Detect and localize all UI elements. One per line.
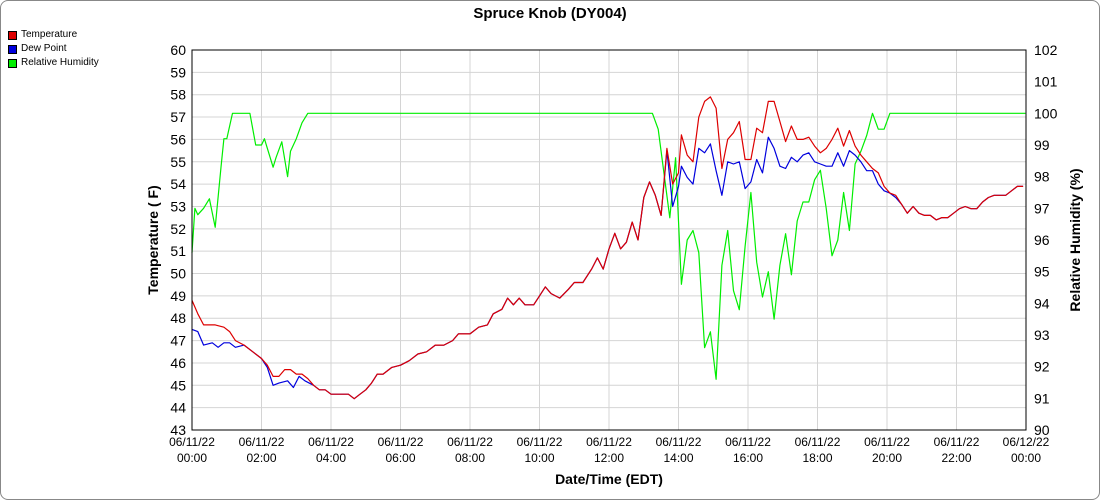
plot-border (191, 49, 1027, 431)
x-tick-date: 06/11/22 (586, 435, 632, 449)
y-tick-label: 55 (170, 154, 186, 170)
y2-tick-label: 91 (1034, 390, 1050, 406)
x-tick-time: 08:00 (455, 451, 485, 465)
x-tick-date: 06/12/22 (1003, 435, 1050, 449)
y2-tick-label: 96 (1034, 232, 1050, 248)
y2-tick-label: 102 (1034, 42, 1058, 58)
y-tick-label: 57 (170, 109, 186, 125)
legend-item-dew-point: Dew Point (8, 42, 99, 56)
x-tick-time: 18:00 (802, 451, 832, 465)
x-tick-date: 06/11/22 (795, 435, 841, 449)
y-tick-label: 51 (170, 243, 186, 259)
y2-tick-label: 92 (1034, 359, 1050, 375)
y-tick-label: 50 (170, 266, 186, 282)
y-tick-label: 45 (170, 377, 186, 393)
x-tick-date: 06/11/22 (517, 435, 563, 449)
y-tick-label: 43 (170, 422, 186, 438)
series-layer (191, 96, 1026, 400)
y-tick-label: 58 (170, 87, 186, 103)
legend-swatch-relative-humidity (8, 58, 17, 68)
legend: Temperature Dew Point Relative Humidity (8, 28, 99, 70)
y2-tick-label: 101 (1034, 74, 1058, 90)
chart-title: Spruce Knob (DY004) (473, 5, 627, 22)
x-axis-label: Date/Time (EDT) (555, 471, 663, 487)
x-tick-time: 02:00 (246, 451, 276, 465)
legend-label-relative-humidity: Relative Humidity (21, 57, 99, 68)
x-tick-time: 16:00 (733, 451, 763, 465)
legend-item-temperature: Temperature (8, 28, 99, 42)
x-tick-time: 04:00 (316, 451, 346, 465)
y-tick-label: 59 (170, 64, 186, 80)
y-tick-label: 46 (170, 355, 186, 371)
y-tick-label: 60 (170, 42, 186, 58)
temperature-line (191, 96, 1024, 400)
y2-tick-label: 98 (1034, 169, 1050, 185)
grid (191, 49, 1027, 431)
legend-label-dew-point: Dew Point (21, 43, 67, 54)
x-tick-time: 14:00 (663, 451, 693, 465)
x-tick-date: 06/11/22 (864, 435, 910, 449)
y2-tick-label: 90 (1034, 422, 1050, 438)
x-tick-date: 06/11/22 (725, 435, 771, 449)
y2-tick-label: 99 (1034, 137, 1050, 153)
x-tick-date: 06/11/22 (169, 435, 215, 449)
x-tick-time: 10:00 (524, 451, 554, 465)
y-tick-label: 48 (170, 310, 186, 326)
y2-axis-label: Relative Humidity (%) (1067, 168, 1083, 311)
x-tick-time: 06:00 (385, 451, 415, 465)
y2-tick-label: 94 (1034, 295, 1050, 311)
legend-label-temperature: Temperature (21, 29, 78, 40)
legend-swatch-dew-point (8, 44, 17, 54)
y-tick-label: 52 (170, 221, 186, 237)
y2-tick-label: 95 (1034, 264, 1050, 280)
y2-tick-label: 100 (1034, 105, 1058, 121)
y-tick-label: 54 (170, 176, 186, 192)
x-tick-date: 06/11/22 (656, 435, 702, 449)
legend-swatch-temperature (8, 30, 17, 40)
y-tick-label: 53 (170, 198, 186, 214)
y2-tick-label: 97 (1034, 200, 1050, 216)
relative-humidity-line (191, 112, 1026, 380)
axes: 43 44 45 46 47 48 49 50 51 52 53 54 55 56 57 58 59 60 90 91… (169, 42, 1057, 465)
dew-point-line (191, 136, 1024, 400)
y-tick-label: 56 (170, 131, 186, 147)
x-tick-time: 00:00 (177, 451, 207, 465)
x-tick-time: 20:00 (872, 451, 902, 465)
y2-tick-label: 93 (1034, 327, 1050, 343)
x-tick-date: 06/11/22 (447, 435, 493, 449)
x-tick-time: 00:00 (1011, 451, 1041, 465)
x-tick-date: 06/11/22 (378, 435, 424, 449)
x-tick-date: 06/11/22 (239, 435, 285, 449)
x-tick-date: 06/11/22 (308, 435, 354, 449)
x-tick-time: 22:00 (941, 451, 971, 465)
x-tick-date: 06/11/22 (934, 435, 980, 449)
legend-item-relative-humidity: Relative Humidity (8, 56, 99, 70)
y-axis-label: Temperature ( F) (145, 185, 161, 294)
y-tick-label: 44 (170, 400, 186, 416)
y-tick-label: 47 (170, 333, 186, 349)
y-tick-label: 49 (170, 288, 186, 304)
x-tick-time: 12:00 (594, 451, 624, 465)
